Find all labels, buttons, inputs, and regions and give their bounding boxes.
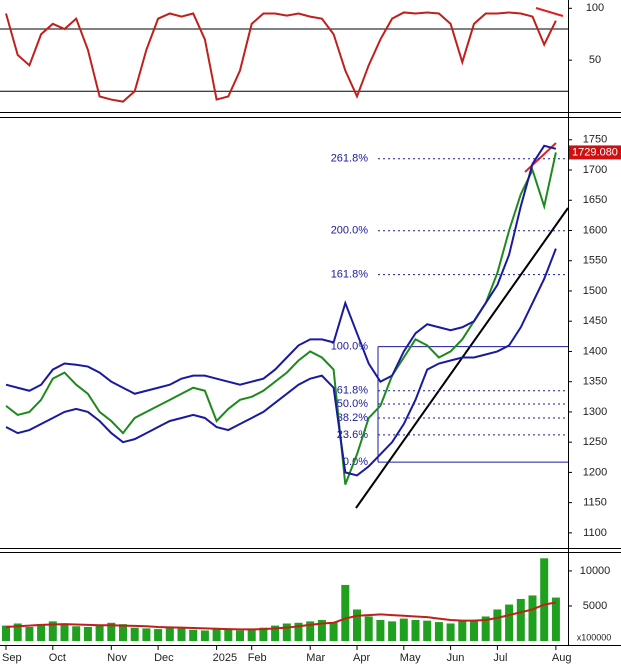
volume-bar: [470, 619, 478, 641]
y-tick-label: 1750: [583, 134, 607, 146]
volume-bar: [154, 629, 163, 641]
volume-bar: [306, 621, 315, 641]
y-tick-label: 1600: [583, 224, 607, 236]
y-tick-label: 1500: [583, 285, 607, 297]
volume-bar: [177, 628, 186, 641]
volume-bar: [212, 629, 221, 641]
volume-bar: [294, 622, 303, 641]
series-line: [5, 248, 557, 477]
x-tick-label: May: [400, 652, 421, 664]
volume-bar: [364, 616, 373, 641]
volume-bar: [130, 627, 139, 641]
volume-bar: [540, 558, 549, 641]
y-tick-label: 1400: [583, 345, 607, 357]
volume-bar: [528, 595, 537, 641]
x-tick-label: 2025: [213, 652, 237, 664]
volume-bar: [189, 629, 198, 641]
fib-label: 200.0%: [331, 225, 369, 237]
fib-label: 161.8%: [331, 269, 369, 281]
x-tick-label: Aug: [552, 652, 572, 664]
last-price-label: 1729.080: [572, 146, 618, 158]
volume-bar: [224, 629, 233, 641]
x-tick-label: Jun: [447, 652, 465, 664]
y-tick-label: 10000: [580, 565, 611, 577]
x-tick-label: Nov: [107, 652, 127, 664]
fib-label: 23.6%: [337, 429, 368, 441]
volume-bar: [481, 616, 490, 641]
volume-bar: [271, 625, 280, 641]
y-tick-label: 1650: [583, 194, 607, 206]
y-tick-label: 50: [589, 54, 601, 66]
volume-bar: [165, 627, 174, 641]
fib-label: 50.0%: [337, 398, 368, 410]
x-tick-label: Apr: [353, 652, 370, 664]
volume-bar: [411, 619, 420, 641]
volume-bar: [2, 625, 10, 641]
x-tick-label: Dec: [154, 652, 174, 664]
volume-bar: [247, 629, 256, 641]
volume-bar: [516, 598, 525, 641]
volume-bar: [434, 622, 443, 641]
volume-bar: [493, 609, 502, 641]
volume-bar: [329, 622, 338, 641]
volume-bar: [551, 597, 560, 641]
fib-label: 100.0%: [331, 341, 369, 353]
volume-bar: [423, 620, 432, 641]
x-tick-label: Sep: [2, 652, 22, 664]
volume-bar: [60, 624, 69, 641]
volume-bar: [341, 584, 350, 641]
y-tick-label: 1300: [583, 406, 607, 418]
volume-bar: [95, 624, 104, 641]
y-tick-label: 1200: [583, 466, 607, 478]
volume-bar: [388, 621, 397, 641]
x-tick-label: Jul: [493, 652, 507, 664]
x-tick-label: Mar: [306, 652, 325, 664]
volume-bar: [83, 626, 92, 641]
y-tick-label: 1350: [583, 376, 607, 388]
volume-bar: [119, 624, 127, 641]
volume-bar: [72, 626, 81, 641]
x-tick-label: Oct: [49, 652, 66, 664]
y-tick-label: 100: [586, 2, 604, 14]
volume-bar: [200, 630, 209, 641]
fib-label: 261.8%: [331, 153, 369, 165]
series-line: [5, 601, 557, 631]
y-unit: x100000: [577, 632, 612, 642]
volume-bar: [259, 627, 268, 641]
volume-bar: [25, 626, 34, 641]
volume-bar: [142, 628, 151, 641]
volume-bar: [236, 630, 244, 641]
volume-bar: [458, 621, 467, 641]
series-line: [5, 11, 557, 103]
y-tick-label: 1450: [583, 315, 607, 327]
y-tick-label: 1150: [583, 497, 607, 509]
volume-bar: [48, 621, 57, 641]
volume-bar: [317, 619, 326, 641]
trend-line: [535, 7, 564, 17]
volume-bar: [505, 604, 514, 641]
y-tick-label: 5000: [583, 600, 607, 612]
y-tick-label: 1100: [583, 527, 607, 539]
volume-bar: [37, 624, 46, 641]
x-tick-label: Feb: [248, 652, 267, 664]
volume-bar: [446, 623, 455, 641]
y-tick-label: 1700: [583, 164, 607, 176]
y-tick-label: 1550: [583, 255, 607, 267]
fib-label: 61.8%: [337, 385, 368, 397]
volume-bar: [353, 609, 361, 641]
last-price-box: [569, 145, 621, 160]
fib-label: 38.2%: [337, 412, 368, 424]
series-line: [5, 144, 557, 395]
volume-bar: [282, 623, 291, 641]
volume-bar: [13, 623, 22, 641]
series-line: [5, 152, 557, 485]
volume-bar: [376, 619, 385, 641]
y-tick-label: 1250: [583, 436, 607, 448]
volume-bar: [399, 618, 408, 641]
fib-label: 0.0%: [343, 456, 368, 468]
volume-bar: [107, 622, 116, 641]
